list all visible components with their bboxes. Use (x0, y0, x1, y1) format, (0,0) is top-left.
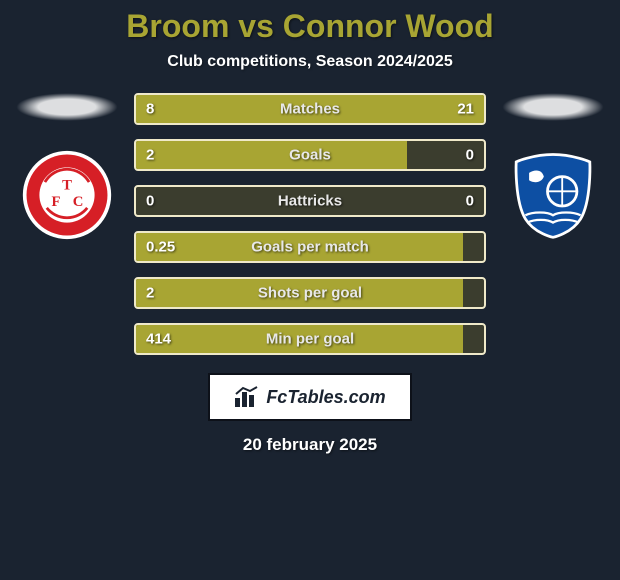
comparison-card: Broom vs Connor Wood Club competitions, … (0, 0, 620, 455)
stat-bar: 2 Goals 0 (134, 139, 486, 171)
fctables-logo: FcTables.com (208, 373, 412, 421)
player1-name: Broom (126, 8, 229, 44)
stat-value-left: 2 (146, 285, 154, 302)
stat-label: Goals (289, 147, 331, 164)
subtitle: Club competitions, Season 2024/2025 (0, 53, 620, 71)
tranmere-crest-icon (507, 149, 599, 241)
player-shadow-right (502, 93, 604, 121)
main-row: T F C 8 Matches 21 2 Goals 0 0 Hattricks 0 0.25 Go… (0, 93, 620, 355)
stat-value-right: 0 (466, 193, 474, 210)
page-title: Broom vs Connor Wood (0, 8, 620, 45)
stat-bar: 0.25 Goals per match (134, 231, 486, 263)
vs-text: vs (238, 8, 274, 44)
stat-value-left: 2 (146, 147, 154, 164)
stat-bars: 8 Matches 21 2 Goals 0 0 Hattricks 0 0.25 Goals pe… (134, 93, 486, 355)
stat-bar: 0 Hattricks 0 (134, 185, 486, 217)
stat-fill-right (232, 95, 484, 123)
stat-label: Shots per goal (258, 285, 362, 302)
stat-bar: 2 Shots per goal (134, 277, 486, 309)
svg-text:F: F (51, 194, 60, 210)
stat-fill-left (136, 141, 407, 169)
stat-value-left: 0 (146, 193, 154, 210)
stat-label: Goals per match (251, 239, 369, 256)
stat-value-left: 0.25 (146, 239, 175, 256)
player2-name: Connor Wood (283, 8, 494, 44)
stat-value-left: 8 (146, 101, 154, 118)
stat-label: Hattricks (278, 193, 342, 210)
right-side (498, 93, 608, 241)
svg-text:T: T (62, 177, 72, 193)
stat-bar: 8 Matches 21 (134, 93, 486, 125)
bars-icon (234, 386, 260, 408)
stat-bar: 414 Min per goal (134, 323, 486, 355)
svg-text:C: C (73, 194, 84, 210)
stat-value-right: 21 (457, 101, 474, 118)
fleetwood-crest-icon: T F C (21, 149, 113, 241)
date-text: 20 february 2025 (0, 435, 620, 455)
footer-logo-text: FcTables.com (266, 387, 385, 408)
stat-value-left: 414 (146, 331, 171, 348)
stat-label: Matches (280, 101, 340, 118)
player-shadow-left (16, 93, 118, 121)
stat-value-right: 0 (466, 147, 474, 164)
left-side: T F C (12, 93, 122, 241)
stat-label: Min per goal (266, 331, 354, 348)
